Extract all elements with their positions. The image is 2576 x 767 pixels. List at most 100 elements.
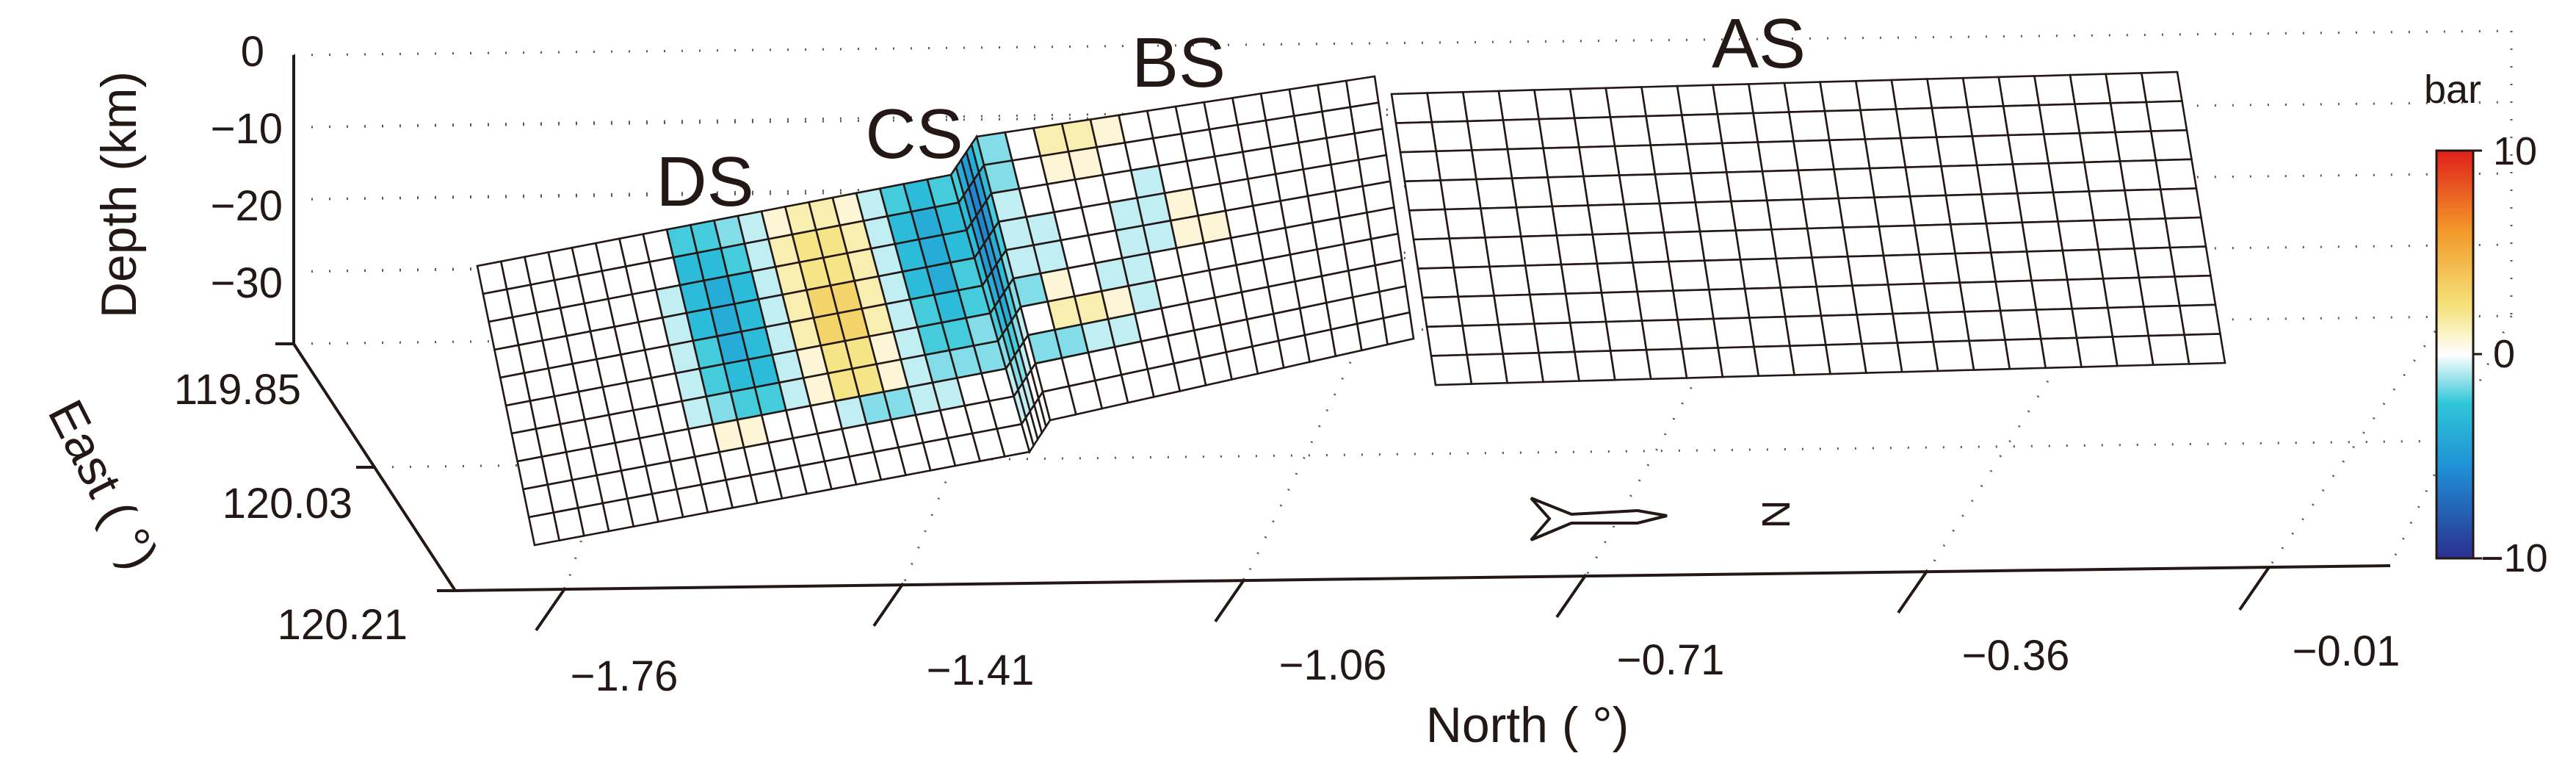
fault-patch bbox=[2147, 334, 2190, 367]
fault-patch bbox=[1739, 257, 1782, 290]
fault-patch bbox=[1935, 135, 1978, 168]
fault-patch bbox=[2083, 160, 2127, 192]
fault-patch bbox=[1824, 342, 1867, 375]
fault-patch bbox=[1694, 200, 1737, 233]
east-tick-label: 120.21 bbox=[278, 601, 408, 649]
fault-patch bbox=[1703, 258, 1746, 291]
fault-patch bbox=[1792, 139, 1836, 172]
fault-patch bbox=[1819, 79, 1862, 112]
east-tick-label: 120.03 bbox=[222, 480, 352, 527]
fault-patch bbox=[1430, 353, 1473, 386]
fault-patch bbox=[1761, 169, 1804, 202]
fault-patch bbox=[1801, 197, 1845, 230]
north-tick-marks bbox=[275, 342, 2271, 632]
colorbar-gradient bbox=[2435, 149, 2475, 560]
east-axis-title: East ( °) bbox=[37, 392, 170, 578]
fault-patch bbox=[1680, 112, 1723, 145]
fault-patch bbox=[1542, 146, 1585, 179]
fault-patch bbox=[1932, 339, 1975, 372]
fault-patch bbox=[2164, 216, 2207, 249]
fault-patch bbox=[1587, 203, 1630, 236]
fault-patch bbox=[1596, 262, 1639, 294]
fault-patch bbox=[1330, 323, 1363, 358]
fault-patch bbox=[1886, 282, 1931, 315]
fault-patch bbox=[1672, 288, 1715, 321]
grid-line bbox=[293, 29, 2512, 57]
fault-patch bbox=[1859, 108, 1903, 140]
fault-patch bbox=[1382, 311, 1415, 346]
north-tick-mark bbox=[2238, 566, 2271, 611]
fault-patch bbox=[1649, 143, 1693, 176]
fault-patch bbox=[1537, 350, 1581, 384]
fault-patch bbox=[1788, 344, 1832, 376]
depth-tick-label: −30 bbox=[211, 259, 283, 307]
fault-patch bbox=[1931, 106, 1974, 139]
fault-segment-as bbox=[1390, 71, 2226, 386]
fault-patch bbox=[1913, 223, 1957, 256]
fault-patch bbox=[2052, 190, 2095, 223]
fault-patch bbox=[1832, 167, 1876, 200]
north-tick-label: −1.76 bbox=[571, 652, 679, 700]
fault-patch bbox=[1502, 351, 1545, 384]
fault-patch bbox=[1922, 281, 1966, 314]
fault-patch bbox=[1569, 320, 1612, 353]
north-tick-labels: −1.76 −1.41 −1.06 −0.71 −0.36 −0.01 bbox=[571, 627, 2400, 700]
fault-patch bbox=[1837, 196, 1881, 228]
fault-patch bbox=[2168, 245, 2213, 278]
fault-patch bbox=[1560, 262, 1603, 295]
fault-patch bbox=[1787, 109, 1831, 143]
north-tick-mark bbox=[1555, 573, 1588, 619]
fault-patch bbox=[2035, 307, 2078, 340]
fault-patch bbox=[1958, 281, 2002, 313]
fault-patch bbox=[1636, 289, 1679, 322]
fault-patch bbox=[1394, 120, 1438, 154]
fault-patch bbox=[1573, 350, 1616, 382]
fault-patch bbox=[2021, 220, 2064, 253]
fault-patch bbox=[2174, 274, 2217, 307]
north-tick-label: −1.06 bbox=[1279, 641, 1387, 689]
fault-patch bbox=[2016, 191, 2060, 224]
fault-patch bbox=[1999, 309, 2042, 341]
fault-patch bbox=[1457, 295, 1500, 327]
fault-patch bbox=[1461, 90, 1505, 123]
fault-patch bbox=[2105, 72, 2148, 104]
fault-patch bbox=[2132, 246, 2177, 279]
fault-patch bbox=[1712, 83, 1755, 115]
east-tick-label: 119.85 bbox=[174, 366, 301, 414]
north-tick-label: −0.01 bbox=[2293, 627, 2400, 675]
fault-patch bbox=[2111, 334, 2154, 367]
segment-label-as: AS bbox=[1712, 4, 1806, 83]
fault-patch bbox=[2149, 129, 2193, 162]
fault-patch bbox=[1954, 251, 1997, 284]
fault-patch bbox=[1725, 170, 1768, 203]
fault-patch bbox=[2145, 100, 2188, 132]
fault-patch bbox=[1940, 164, 1983, 197]
fault-patch bbox=[1573, 116, 1616, 148]
fault-patch bbox=[1770, 227, 1814, 260]
fault-patch bbox=[2069, 73, 2112, 106]
fault-patch bbox=[1604, 320, 1648, 352]
fault-patch bbox=[2075, 336, 2119, 368]
fault-patch bbox=[1591, 232, 1635, 265]
fault-patch bbox=[1892, 312, 1935, 345]
fault-patch bbox=[1698, 229, 1742, 262]
fault-patch bbox=[1426, 90, 1469, 123]
fault-patch bbox=[1466, 353, 1509, 385]
fault-patch bbox=[1989, 251, 2033, 283]
fault-patch bbox=[1997, 75, 2041, 107]
fault-patch bbox=[1717, 345, 1760, 378]
fault-segment-ds bbox=[476, 173, 1031, 547]
fault-patch bbox=[1868, 166, 1911, 199]
fault-patch bbox=[1425, 325, 1469, 357]
fault-patch bbox=[1747, 82, 1790, 115]
fault-patch bbox=[1564, 292, 1607, 324]
north-tick-mark bbox=[1214, 577, 1246, 623]
fault-patch bbox=[1784, 314, 1827, 348]
fault-patch bbox=[2154, 158, 2198, 191]
fault-patch bbox=[1408, 208, 1451, 241]
fault-patch bbox=[1927, 310, 1971, 343]
fault-patch bbox=[1783, 81, 1826, 113]
fault-patch bbox=[1488, 264, 1531, 297]
fault-patch bbox=[1850, 284, 1895, 316]
north-tick-mark bbox=[872, 582, 905, 627]
